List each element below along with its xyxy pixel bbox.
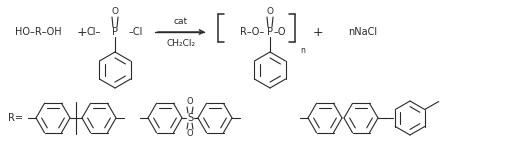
Text: P: P — [267, 27, 273, 37]
Text: P: P — [112, 27, 118, 37]
Text: HO–R–OH: HO–R–OH — [15, 27, 61, 37]
Text: +: + — [77, 26, 87, 38]
Text: O: O — [187, 97, 193, 107]
Text: S: S — [187, 113, 193, 123]
Text: cat: cat — [174, 18, 188, 26]
Text: –O: –O — [274, 27, 287, 37]
Text: Cl–: Cl– — [87, 27, 101, 37]
Text: +: + — [313, 26, 323, 38]
Text: nNaCl: nNaCl — [348, 27, 377, 37]
Text: O: O — [267, 8, 274, 16]
Text: R–O–: R–O– — [240, 27, 264, 37]
Text: n: n — [300, 46, 305, 55]
Text: O: O — [111, 8, 119, 16]
Text: CH₂Cl₂: CH₂Cl₂ — [166, 39, 195, 49]
Text: –Cl: –Cl — [129, 27, 143, 37]
Text: R=: R= — [8, 113, 23, 123]
Text: O: O — [187, 130, 193, 138]
